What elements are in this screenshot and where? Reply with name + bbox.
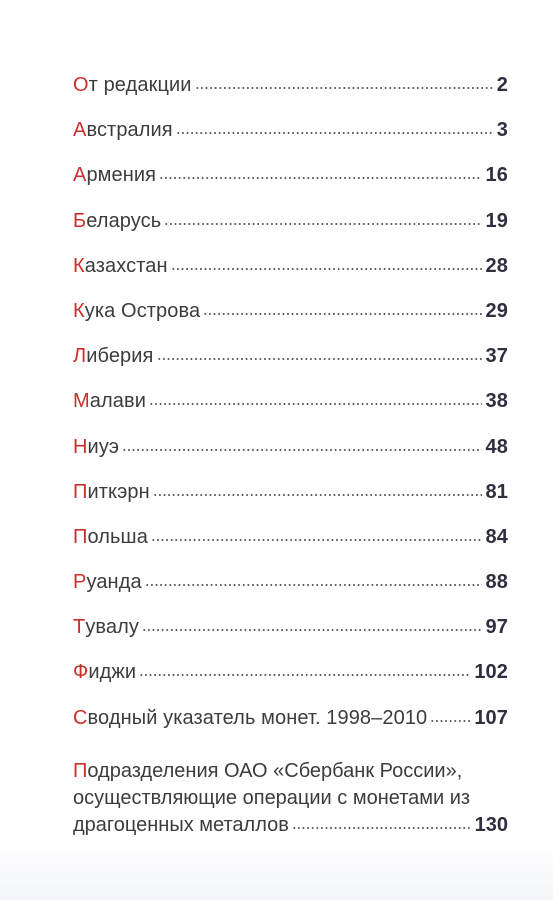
toc-entry-title: алави — [89, 390, 146, 413]
toc-page-number: 29 — [485, 299, 508, 322]
toc-page-number: 28 — [485, 254, 508, 277]
toc-page-number: 2 — [496, 74, 508, 96]
toc-entry-initial: А — [73, 119, 87, 142]
toc-entry-initial: Б — [73, 209, 87, 232]
page-shade — [0, 840, 553, 900]
toc-entry-initial: М — [73, 390, 90, 413]
dot-leader — [122, 435, 482, 452]
toc-entry-title: иткэрн — [87, 480, 150, 503]
toc-entry-title: ука Острова — [84, 299, 201, 322]
dot-leader — [150, 525, 482, 542]
toc-entry-line-3: драгоценных металлов 130 — [73, 812, 508, 839]
toc-page-number: 107 — [474, 706, 508, 729]
toc-entry-title: иуэ — [87, 435, 119, 458]
dot-leader — [156, 345, 482, 362]
toc-entry-title: увалу — [85, 616, 140, 639]
toc-page-number: 102 — [474, 661, 508, 684]
toc-entry-title: водный указатель монет. 1998–2010 — [87, 706, 428, 729]
toc-entry-initial: П — [73, 525, 88, 548]
dot-leader — [194, 74, 493, 90]
dot-leader — [148, 390, 482, 407]
toc-entry-initial: А — [73, 164, 87, 187]
dot-leader — [170, 254, 482, 271]
toc-entry-line-2: осуществляющие операции с монетами из — [73, 786, 471, 809]
dot-leader — [152, 480, 482, 497]
toc-entry-initial: Н — [73, 435, 88, 458]
toc-page-number: 130 — [474, 813, 508, 836]
toc-page-number: 48 — [485, 435, 508, 458]
toc-page-number: 37 — [485, 345, 508, 368]
toc-entry-initial: К — [73, 299, 85, 322]
dot-leader — [291, 813, 471, 830]
toc-entry-title: рмения — [86, 164, 157, 187]
toc-page-number: 3 — [496, 119, 508, 142]
toc-entry-line-1: Подразделения ОАО «Сбербанк России», — [73, 758, 508, 785]
toc-entry-title: ольша — [87, 525, 148, 548]
dot-leader — [203, 299, 482, 316]
toc-entry-initial: К — [73, 254, 85, 277]
toc-entry-initial: Ф — [73, 661, 89, 684]
toc-entry-title: иджи — [88, 661, 137, 684]
dot-leader — [175, 119, 493, 136]
toc-page-number: 88 — [485, 571, 508, 594]
toc-entry-initial: О — [73, 74, 89, 96]
toc-entry-title: азахстан — [84, 254, 168, 277]
dot-leader — [144, 571, 482, 588]
dot-leader — [139, 661, 471, 678]
toc-page-number: 38 — [485, 390, 508, 413]
toc-entry-initial: С — [73, 706, 88, 729]
toc-entry-title: т редакции — [88, 74, 192, 96]
toc-entry-initial: П — [73, 759, 88, 782]
toc-entry-title: иберия — [86, 345, 154, 368]
dot-leader — [142, 616, 482, 633]
toc-page-number: 97 — [485, 616, 508, 639]
toc-page-number: 81 — [485, 480, 508, 503]
toc-page-number: 19 — [485, 209, 508, 232]
toc-entry-title-part: одразделения ОАО «Сбербанк России», — [87, 759, 463, 782]
toc-entry-initial: Л — [73, 345, 87, 368]
toc-page-number: 84 — [485, 525, 508, 548]
dot-leader — [430, 706, 471, 723]
toc-entry-title: еларусь — [86, 209, 162, 232]
toc-entry-title: уанда — [86, 571, 142, 594]
toc-page-number: 16 — [485, 164, 508, 187]
toc-entry-initial: П — [73, 480, 88, 503]
dot-leader — [164, 209, 482, 226]
toc-entry-branches[interactable]: Подразделения ОАО «Сбербанк России», осу… — [73, 758, 508, 839]
toc-entry-title: встралия — [86, 119, 173, 142]
toc-entry-title-part: драгоценных металлов — [73, 813, 289, 836]
dot-leader — [159, 164, 482, 181]
toc-entry-initial: Т — [73, 616, 86, 639]
toc-entry-initial: Р — [73, 571, 87, 594]
